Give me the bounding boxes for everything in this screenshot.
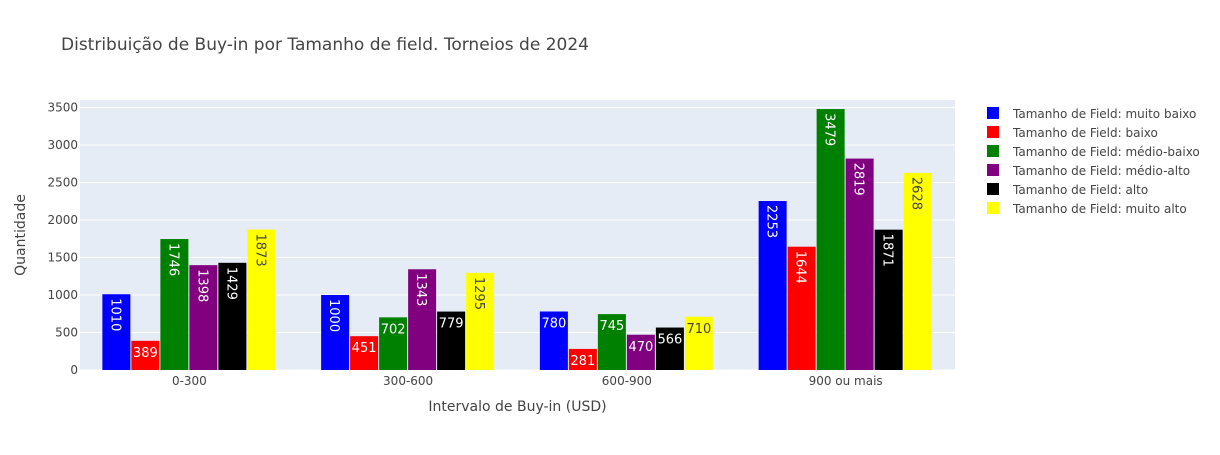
bar-value-label: 566 bbox=[657, 333, 682, 348]
bar[interactable] bbox=[350, 336, 379, 370]
bar-value-label: 451 bbox=[352, 341, 377, 356]
bar-labels: 1010 389 1746 1398 1429 1873 1000 451 702 1343 779… bbox=[107, 113, 923, 369]
x-tick-label: 900 ou mais bbox=[809, 374, 883, 388]
legend-item[interactable]: Tamanho de Field: alto bbox=[987, 183, 1148, 197]
bar-value-label: 1343 bbox=[413, 273, 428, 306]
bar-value-label: 1429 bbox=[223, 267, 238, 300]
bar[interactable] bbox=[845, 158, 874, 370]
legend-swatch bbox=[987, 126, 999, 138]
y-tick-label: 3000 bbox=[47, 138, 78, 152]
bar[interactable] bbox=[816, 109, 845, 370]
bar[interactable] bbox=[321, 295, 350, 370]
bar-value-label: 702 bbox=[381, 322, 406, 337]
y-tick-label: 2500 bbox=[47, 176, 78, 190]
legend-item[interactable]: Tamanho de Field: médio-alto bbox=[987, 164, 1190, 178]
bar[interactable] bbox=[874, 229, 903, 370]
legend-label: Tamanho de Field: médio-baixo bbox=[1012, 145, 1200, 159]
bar-value-label: 1398 bbox=[194, 269, 209, 302]
bar-value-label: 2819 bbox=[851, 163, 866, 196]
x-tick-label: 0-300 bbox=[172, 374, 207, 388]
bar-value-label: 779 bbox=[439, 317, 464, 332]
bar-value-label: 1000 bbox=[326, 299, 341, 332]
legend-label: Tamanho de Field: muito alto bbox=[1012, 202, 1187, 216]
bar[interactable] bbox=[437, 311, 466, 370]
bar[interactable] bbox=[626, 334, 655, 370]
bar-value-label: 1644 bbox=[793, 251, 808, 284]
legend-swatch bbox=[987, 202, 999, 214]
bar[interactable] bbox=[597, 314, 626, 370]
bar-value-label: 780 bbox=[541, 317, 566, 332]
chart-title: Distribuição de Buy-in por Tamanho de fi… bbox=[61, 35, 589, 55]
y-tick-label: 500 bbox=[55, 326, 78, 340]
bar[interactable] bbox=[102, 294, 131, 370]
bar-value-label: 3479 bbox=[822, 113, 837, 146]
bar-value-label: 1010 bbox=[107, 298, 122, 331]
y-tick-label: 2000 bbox=[47, 213, 78, 227]
bar[interactable] bbox=[218, 262, 247, 370]
bar[interactable] bbox=[787, 246, 816, 370]
legend-label: Tamanho de Field: médio-alto bbox=[1012, 164, 1190, 178]
bar-value-label: 710 bbox=[686, 322, 711, 337]
bar-value-label: 1746 bbox=[165, 243, 180, 276]
bar[interactable] bbox=[684, 316, 713, 370]
legend-item[interactable]: Tamanho de Field: muito alto bbox=[987, 202, 1187, 216]
legend-label: Tamanho de Field: baixo bbox=[1012, 126, 1158, 140]
legend-item[interactable]: Tamanho de Field: muito baixo bbox=[987, 107, 1196, 121]
legend-item[interactable]: Tamanho de Field: baixo bbox=[987, 126, 1158, 140]
legend-swatch bbox=[987, 107, 999, 119]
bar[interactable] bbox=[539, 311, 568, 371]
legend[interactable]: Tamanho de Field: muito baixo Tamanho de … bbox=[987, 107, 1200, 216]
y-tick-label: 1500 bbox=[47, 251, 78, 265]
bar-value-label: 1295 bbox=[471, 277, 486, 310]
y-axis-ticks: 0 500 1000 1500 2000 2500 3000 3500 bbox=[47, 101, 78, 378]
bar[interactable] bbox=[466, 272, 495, 370]
y-tick-label: 0 bbox=[70, 363, 78, 377]
bar-value-label: 2628 bbox=[909, 177, 924, 210]
y-axis-title: Quantidade bbox=[13, 194, 29, 276]
legend-item[interactable]: Tamanho de Field: médio-baixo bbox=[987, 145, 1200, 159]
bar[interactable] bbox=[903, 172, 932, 370]
bar[interactable] bbox=[655, 327, 684, 370]
bar-value-label: 1873 bbox=[252, 234, 267, 267]
bars bbox=[102, 109, 932, 371]
bar-value-label: 745 bbox=[599, 319, 624, 334]
legend-swatch bbox=[987, 183, 999, 195]
bar[interactable] bbox=[758, 201, 787, 370]
bar-value-label: 2253 bbox=[764, 205, 779, 238]
bar-value-label: 389 bbox=[133, 346, 158, 361]
x-axis-title: Intervalo de Buy-in (USD) bbox=[428, 399, 606, 415]
x-axis-ticks: 0-300 300-600 600-900 900 ou mais bbox=[172, 374, 883, 388]
legend-swatch bbox=[987, 164, 999, 176]
y-tick-label: 3500 bbox=[47, 101, 78, 115]
bar[interactable] bbox=[189, 265, 218, 370]
x-tick-label: 600-900 bbox=[602, 374, 652, 388]
bar-value-label: 1871 bbox=[880, 234, 895, 267]
x-tick-label: 300-600 bbox=[383, 374, 433, 388]
bar-value-label: 281 bbox=[570, 354, 595, 369]
bar[interactable] bbox=[131, 340, 160, 370]
legend-label: Tamanho de Field: alto bbox=[1012, 183, 1148, 197]
bar[interactable] bbox=[568, 348, 597, 370]
bar[interactable] bbox=[160, 239, 189, 370]
legend-swatch bbox=[987, 145, 999, 157]
bar[interactable] bbox=[408, 269, 437, 370]
bar-value-label: 470 bbox=[628, 340, 653, 355]
y-tick-label: 1000 bbox=[47, 288, 78, 302]
bar[interactable] bbox=[247, 229, 276, 370]
bar[interactable] bbox=[379, 317, 408, 370]
legend-label: Tamanho de Field: muito baixo bbox=[1012, 107, 1196, 121]
